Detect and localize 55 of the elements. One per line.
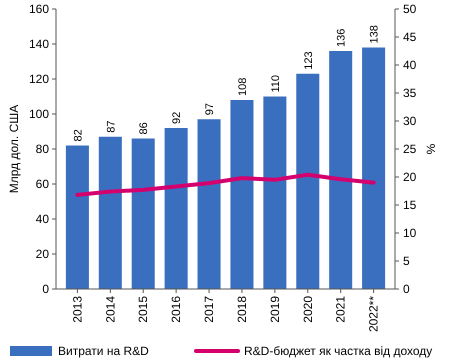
y-tick-label: 140 [28,37,50,52]
y-tick-label: 100 [28,107,50,122]
y2-tick-label: 15 [403,198,417,212]
bar [66,146,89,289]
y2-tick-label: 0 [403,282,410,296]
bar [296,74,320,289]
bar [230,100,254,289]
x-tick-label: 2016 [169,296,184,323]
bar [362,48,386,289]
x-tick-label: 2021 [334,296,348,323]
x-tick-label: 2015 [136,296,150,323]
bar [164,128,188,289]
bar [329,51,352,289]
data-label: 110 [270,74,282,92]
y-tick-label: 80 [36,142,50,156]
y2-tick-label: 50 [403,2,417,16]
legend-label: Витрати на R&D [58,344,150,358]
y2-tick-label: 45 [403,30,417,44]
bar [198,119,221,289]
data-label: 87 [105,120,118,133]
x-tick-label: 2020 [300,296,315,323]
x-tick-label: 2017 [202,296,216,323]
y-tick-label: 0 [42,282,50,296]
x-tick-label: 2013 [70,296,84,323]
y2-tick-label: 30 [403,114,417,128]
y2-tick-label: 10 [403,226,417,240]
y-tick-label: 40 [36,212,50,226]
data-label: 82 [72,129,84,142]
x-tick-label: 2018 [234,296,249,323]
bar [263,96,286,289]
y2-tick-label: 25 [403,142,417,156]
y-tick-label: 20 [36,247,50,262]
data-label: 136 [336,28,348,47]
x-tick-label: 2022** [366,296,381,332]
data-label: 97 [204,103,216,116]
y2-tick-label: 20 [403,170,417,184]
data-label: 86 [138,122,150,134]
y-tick-label: 160 [28,2,50,16]
y2-tick-label: 5 [403,254,410,268]
bar [98,136,122,289]
bar [132,138,155,289]
y2-tick-label: 35 [403,86,417,100]
y2-axis-title: % [424,143,438,154]
y-tick-label: 120 [28,72,50,86]
data-label: 138 [368,25,381,44]
x-tick-label: 2019 [268,296,282,323]
line-series [75,172,376,197]
data-label: 108 [236,78,249,96]
x-tick-label: 2014 [103,296,118,323]
y-tick-label: 60 [36,177,50,192]
y-axis-title: Млрд дол. США [7,104,21,194]
data-label: 92 [171,112,184,124]
data-label: 123 [302,51,315,70]
y2-tick-label: 40 [403,58,417,72]
legend-label: R&D-бюджет як частка від доходу [244,344,432,358]
